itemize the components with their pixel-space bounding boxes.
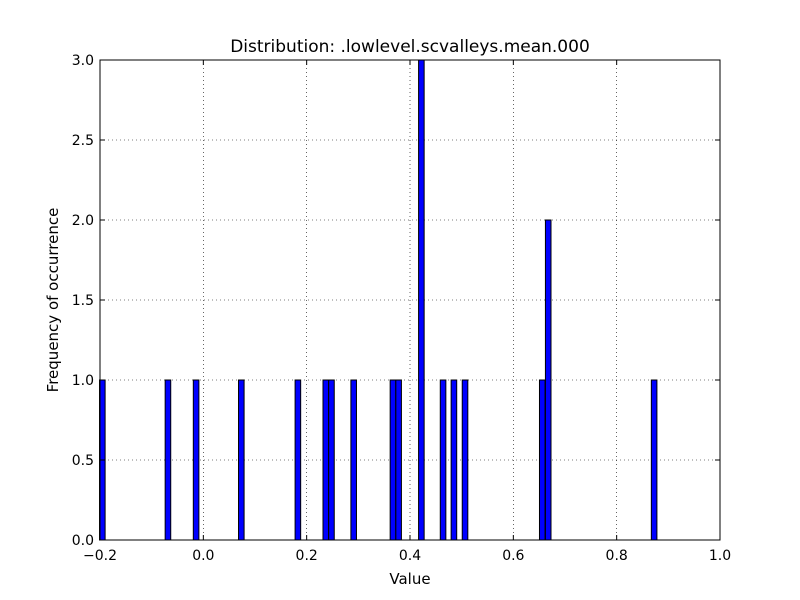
histogram-bar [395, 379, 402, 541]
x-tick-labels: −0.2 0.0 0.2 0.4 0.6 0.8 1.0 [83, 548, 731, 564]
histogram-bar [389, 379, 397, 541]
histogram-bar [322, 379, 330, 541]
histogram-bar [192, 379, 200, 541]
tick-marks [99, 59, 721, 541]
histogram-bar [461, 379, 469, 541]
x-tick-label: 0.8 [606, 548, 628, 564]
histogram-bar [650, 379, 658, 541]
x-tick-label: 0.6 [502, 548, 524, 564]
y-tick-label: 3.0 [72, 53, 94, 69]
x-tick-label: −0.2 [83, 548, 117, 564]
histogram-bar [538, 379, 546, 541]
histogram-bar [450, 379, 458, 541]
histogram-bar [238, 379, 245, 541]
chart-title: Distribution: .lowlevel.scvalleys.mean.0… [230, 37, 590, 57]
histogram-bar [418, 59, 425, 541]
x-tick-label: 0.4 [399, 548, 421, 564]
histogram-bar [294, 379, 302, 541]
y-tick-label: 1.0 [72, 373, 94, 389]
x-tick-label: 0.2 [296, 548, 318, 564]
histogram-bar [164, 379, 172, 541]
histogram-bar [544, 219, 552, 541]
y-tick-label: 2.0 [72, 213, 94, 229]
y-tick-label: 0.0 [72, 533, 94, 549]
y-tick-label: 2.5 [72, 133, 94, 149]
x-tick-label: 1.0 [709, 548, 731, 564]
histogram-bar [328, 379, 335, 541]
y-tick-labels: 0.0 0.5 1.0 1.5 2.0 2.5 3.0 [72, 53, 94, 549]
x-axis-label: Value [389, 570, 430, 588]
histogram-bar [350, 379, 357, 541]
x-tick-label: 0.0 [192, 548, 214, 564]
y-tick-label: 0.5 [72, 453, 94, 469]
y-axis-label: Frequency of occurrence [44, 208, 62, 393]
y-tick-label: 1.5 [72, 293, 94, 309]
histogram-bar [439, 379, 447, 541]
grid-lines [100, 60, 720, 540]
